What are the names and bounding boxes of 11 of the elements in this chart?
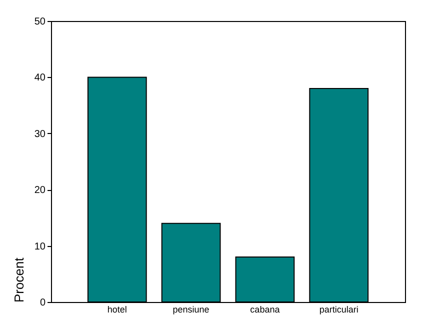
y-axis-title: Procent [11, 257, 26, 302]
y-tick-label: 50 [34, 16, 46, 28]
x-tick-label: cabana [250, 304, 280, 314]
x-tick-label: pensiune [172, 304, 210, 314]
x-tick-label: hotel [107, 304, 127, 314]
y-tick-label: 20 [34, 185, 46, 196]
y-tick-label: 40 [34, 72, 46, 84]
y-tick-label: 0 [40, 298, 46, 308]
y-tick-label: 10 [34, 241, 46, 252]
x-tick-label: particulari [319, 304, 358, 314]
y-tick-label: 30 [34, 128, 46, 140]
